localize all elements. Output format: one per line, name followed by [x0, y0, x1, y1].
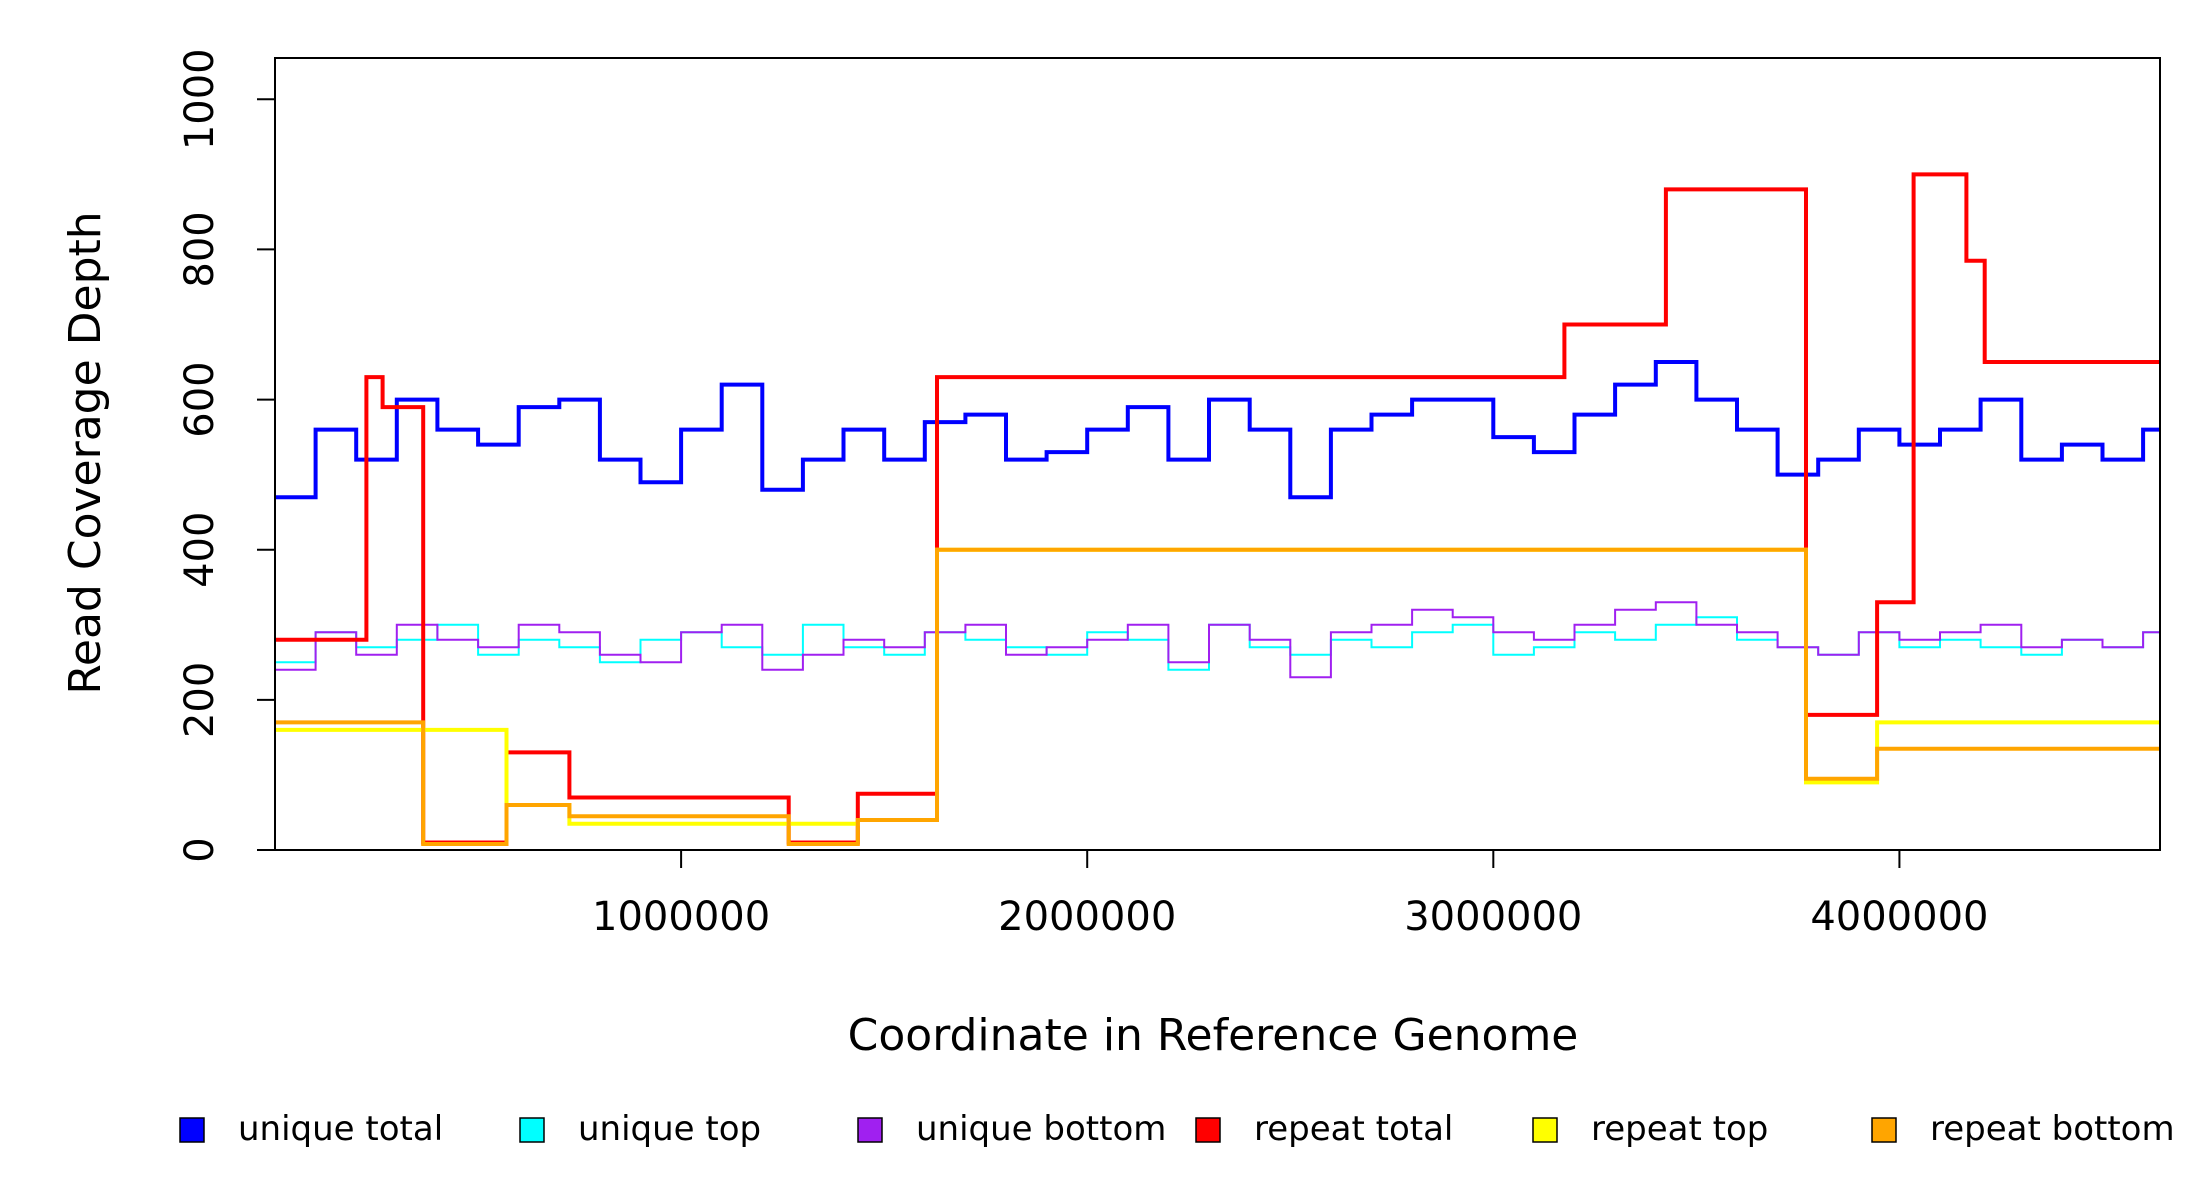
legend-swatch-repeat-top [1532, 1117, 1558, 1143]
legend-label-repeat-bottom: repeat bottom [1930, 1109, 2175, 1149]
x-axis-title: Coordinate in Reference Genome [848, 1010, 1579, 1061]
series-line-unique-total [275, 360, 2160, 500]
y-axis-title: Read Coverage Depth [60, 211, 111, 694]
legend-swatch-unique-bottom [857, 1117, 883, 1143]
legend-swatch-repeat-total [1195, 1117, 1221, 1143]
y-axis: 0 200 400 600 800 1000 [177, 48, 275, 863]
legend-label-repeat-total: repeat total [1254, 1109, 1453, 1149]
legend-swatch-repeat-bottom [1871, 1117, 1897, 1143]
y-tick-label: 800 [177, 211, 223, 287]
y-tick-label: 1000 [177, 48, 223, 150]
plot-frame [274, 57, 2161, 851]
legend-swatch-unique-total [179, 1117, 205, 1143]
y-tick-label: 200 [177, 662, 223, 738]
x-tick-label: 4000000 [1810, 894, 1988, 940]
legend: unique total unique top unique bottom repea… [179, 1109, 2175, 1149]
y-tick-label: 400 [177, 512, 223, 588]
series-line-unique-bottom [275, 601, 2160, 679]
legend-label-repeat-top: repeat top [1591, 1109, 1768, 1149]
legend-label-unique-total: unique total [238, 1109, 443, 1149]
series-line-repeat-bottom [275, 547, 2160, 846]
y-tick-label: 600 [177, 361, 223, 437]
x-tick-label: 2000000 [998, 894, 1176, 940]
x-axis: 1000000 2000000 3000000 4000000 [592, 850, 1988, 940]
legend-label-unique-top: unique top [578, 1109, 761, 1149]
legend-label-unique-bottom: unique bottom [916, 1109, 1166, 1149]
y-tick-label: 0 [177, 837, 223, 862]
plot-series [275, 172, 2160, 846]
legend-swatch-unique-top [519, 1117, 545, 1143]
x-tick-label: 3000000 [1404, 894, 1582, 940]
x-tick-label: 1000000 [592, 894, 770, 940]
